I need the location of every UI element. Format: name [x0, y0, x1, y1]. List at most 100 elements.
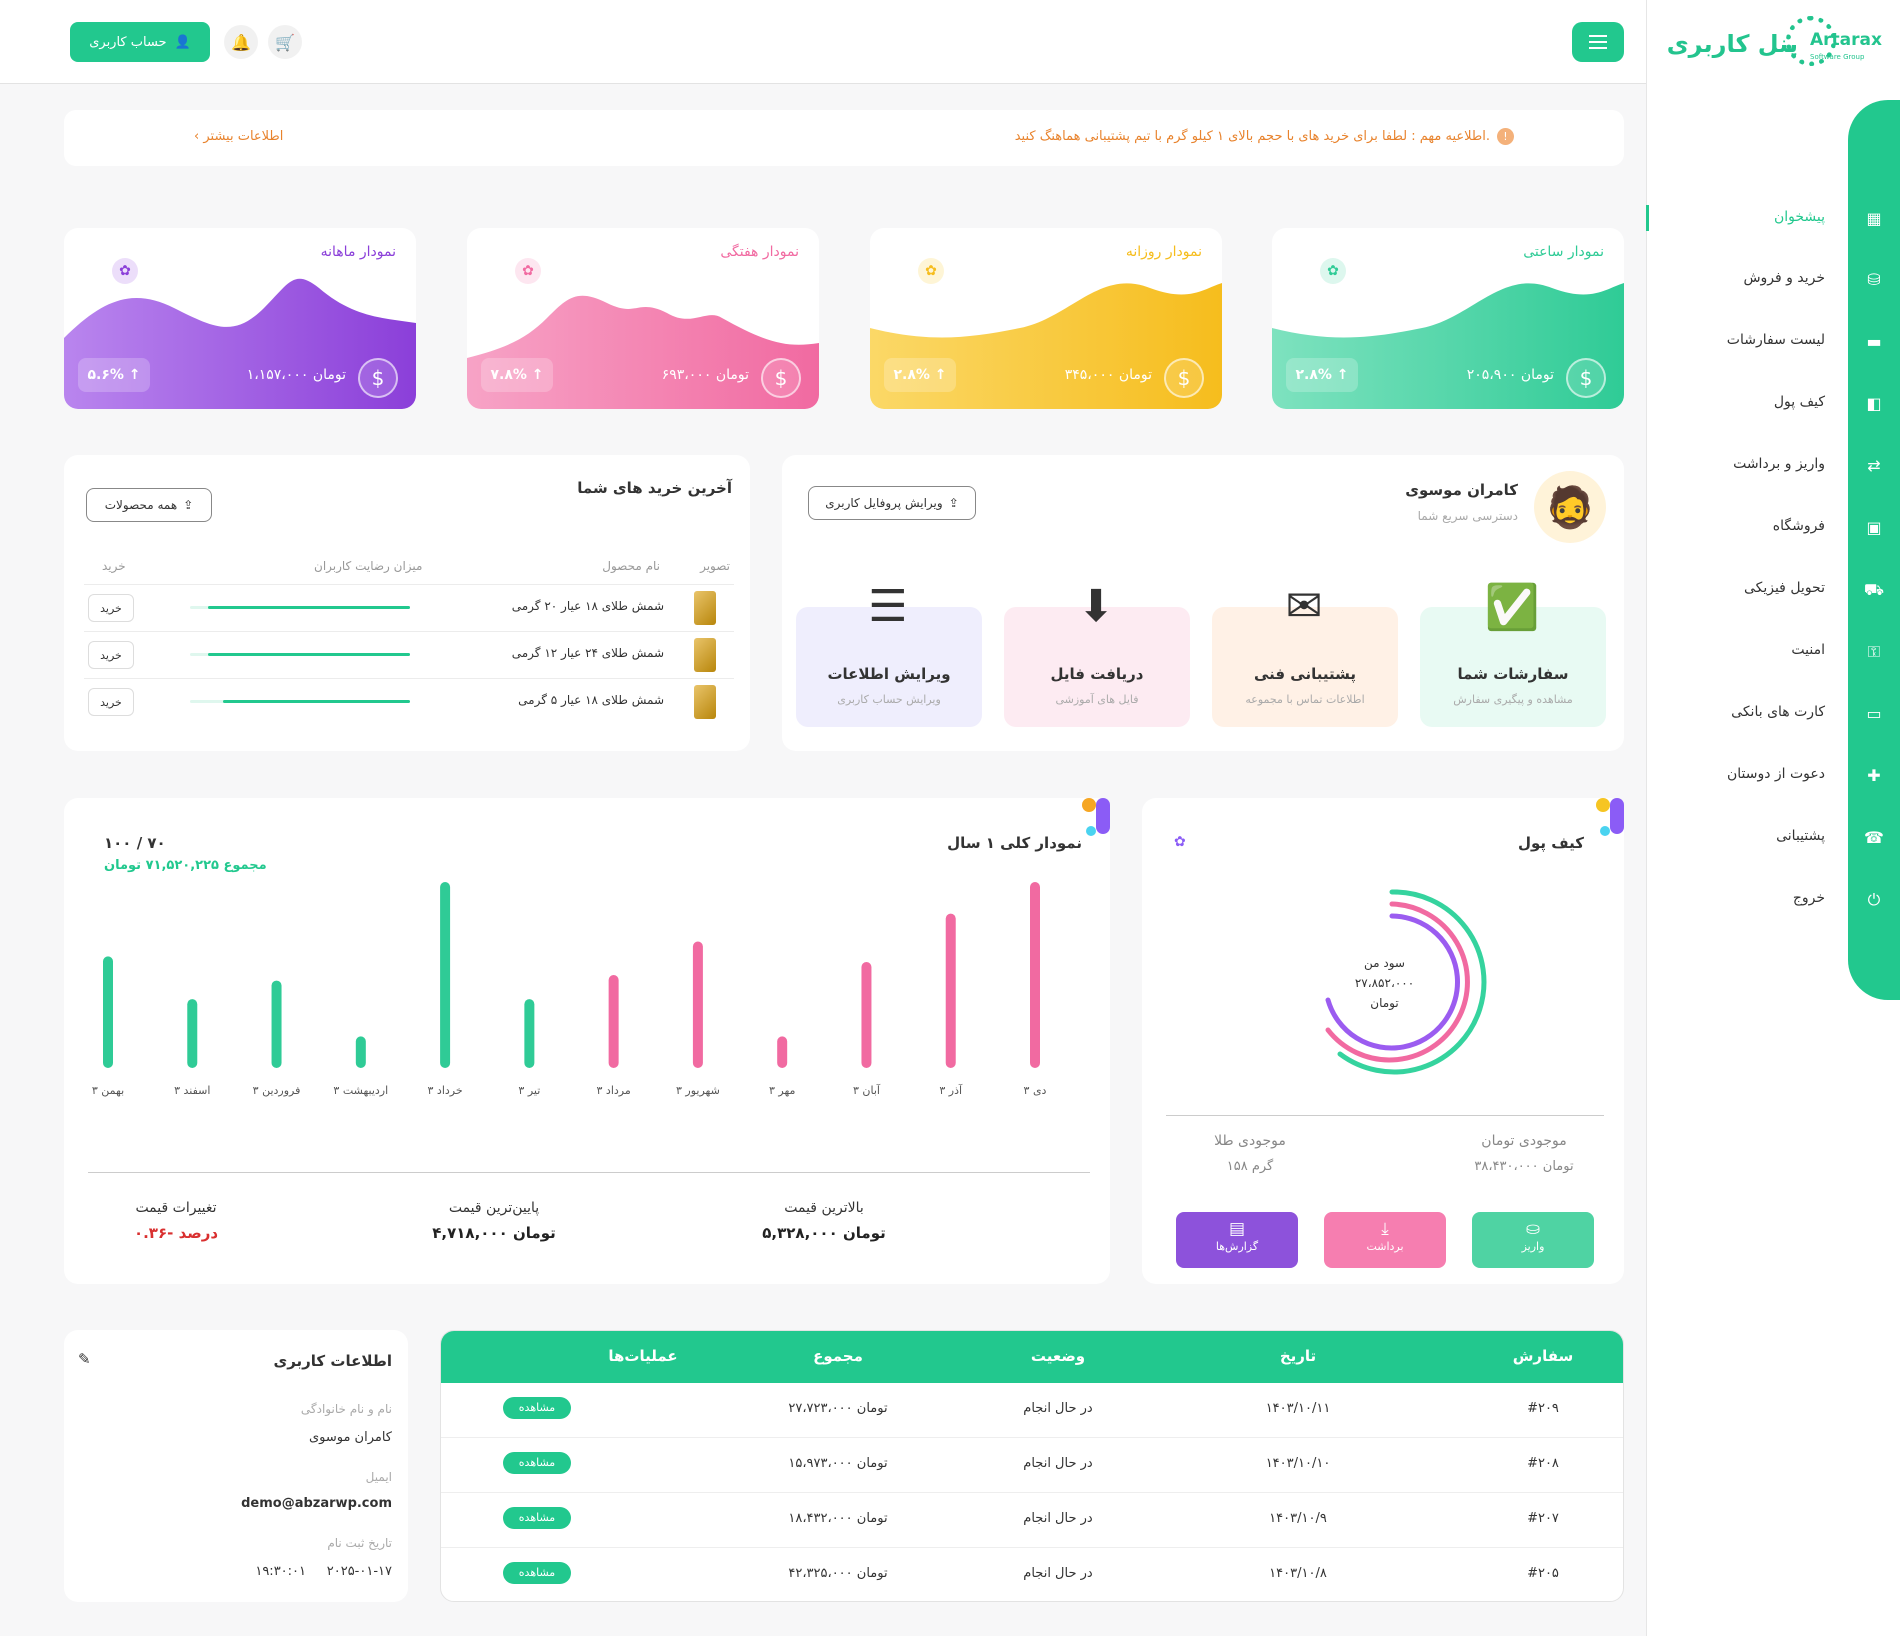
sidebar-item-11[interactable]: خروج ⏻ — [1650, 880, 1900, 920]
bar[interactable] — [524, 999, 535, 1068]
decor-dots — [1590, 798, 1624, 858]
x-tick-label: اردیبهشت ۳ — [333, 1084, 388, 1097]
bar[interactable] — [777, 1036, 788, 1068]
sidebar-item-label: کیف پول — [1773, 394, 1825, 410]
sidebar-item-2[interactable]: لیست سفارشات ▬ — [1650, 322, 1900, 362]
add-user-icon: ✚ — [1867, 766, 1881, 785]
sidebar-item-8[interactable]: کارت های بانکی ▭ — [1650, 694, 1900, 734]
gear-icon[interactable]: ✿ — [918, 258, 944, 284]
basket-icon: ⛁ — [1867, 270, 1881, 289]
rating-bar — [190, 700, 410, 703]
edit-icon[interactable]: ✎ — [78, 1350, 91, 1368]
more-info-link[interactable]: ‹ اطلاعات بیشتر — [194, 129, 284, 144]
user-icon: 👤 — [174, 34, 191, 50]
quick-tile-3[interactable]: ☰ ویرایش اطلاعات ویرایش حساب کاربری — [796, 581, 982, 727]
toman-balance-label: موجودی تومان — [1481, 1133, 1567, 1149]
table-row: #۲۰۹ ۱۴۰۳/۱۰/۱۱ در حال انجام ۲۷،۷۲۳،۰۰۰ توم… — [441, 1383, 1623, 1438]
menu-button[interactable] — [1572, 22, 1624, 62]
wave-area — [1272, 283, 1624, 409]
sidebar-item-label: پیشخوان — [1773, 209, 1825, 225]
x-tick-label: دی ۳ — [1024, 1084, 1047, 1097]
bell-icon[interactable]: 🔔 — [224, 25, 258, 59]
sidebar-item-9[interactable]: دعوت از دوستان ✚ — [1650, 756, 1900, 796]
bar[interactable] — [1030, 882, 1040, 1068]
email-value: demo@abzarwp.com — [241, 1496, 392, 1511]
gear-icon[interactable]: ✿ — [1320, 258, 1346, 284]
edit-profile-button[interactable]: ویرایش پروفایل کاربری ⇪ — [808, 486, 976, 520]
bar[interactable] — [103, 956, 113, 1068]
quick-tile-0[interactable]: ✅ سفارشات شما مشاهده و پیگیری سفارش — [1420, 582, 1606, 727]
user-info-card: اطلاعات کاربری ✎ نام و نام خانوادگی کامر… — [64, 1330, 408, 1602]
stat-percent-badge: ۵.۶% ↑ — [78, 358, 150, 392]
buy-button[interactable]: خرید — [88, 641, 134, 669]
sidebar-item-0[interactable]: پیشخوان ▦ — [1650, 199, 1900, 239]
tile-subtitle: فایل های آموزشی — [1055, 693, 1139, 706]
bar[interactable] — [945, 913, 956, 1068]
bar[interactable] — [861, 961, 872, 1068]
sidebar-item-6[interactable]: تحویل فیزیکی ⛟ — [1650, 570, 1900, 610]
quick-tile-1[interactable]: ✉ پشتیبانی فنی اطلاعات تماس با مجموعه — [1212, 581, 1398, 727]
quick-tile-2[interactable]: ⬇ دریافت فایل فایل های آموزشی — [1004, 581, 1190, 727]
all-products-button[interactable]: همه محصولات ⇪ — [86, 488, 212, 522]
upload-icon: ⇪ — [183, 498, 194, 512]
bar[interactable] — [608, 975, 619, 1068]
wallet-button-2[interactable]: ▤ گزارش‌ها — [1176, 1212, 1298, 1268]
sidebar-item-7[interactable]: امنیت ⚿ — [1650, 632, 1900, 672]
dashboard-icon: ▦ — [1866, 209, 1882, 228]
gold-balance-label: موجودی طلا — [1214, 1133, 1286, 1149]
orders-col-header: مجموع — [813, 1347, 863, 1365]
gear-icon[interactable]: ✿ — [112, 258, 138, 284]
gear-icon[interactable]: ✿ — [1174, 834, 1186, 850]
dollar-icon: $ — [358, 358, 398, 398]
sidebar-item-1[interactable]: خرید و فروش ⛁ — [1650, 260, 1900, 300]
reg-time-value: ۱۹:۳۰:۰۱ — [255, 1564, 306, 1579]
chart-title: نمودار کلی ۱ سال — [947, 834, 1082, 852]
sidebar-item-10[interactable]: پشتیبانی ☎ — [1650, 818, 1900, 858]
bar[interactable] — [440, 882, 451, 1068]
stat-card-2[interactable]: نمودار روزانه ✿ ۳۴۵،۰۰۰ تومان ۲.۸% ↑ $ — [870, 228, 1222, 409]
bar[interactable] — [187, 999, 198, 1068]
rating-fill — [207, 653, 410, 656]
profit-label: سود من — [1364, 956, 1405, 970]
sidebar-item-label: واریز و برداشت — [1733, 456, 1825, 472]
x-tick-label: مرداد ۳ — [597, 1084, 631, 1097]
buy-button[interactable]: خرید — [88, 594, 134, 622]
stat-card-1[interactable]: نمودار هفتگی ✿ ۶۹۳،۰۰۰ تومان ۷.۸% ↑ $ — [467, 228, 819, 409]
order-id: #۲۰۸ — [1527, 1456, 1559, 1471]
stat-value: ۳۴۵،۰۰۰ تومان — [1064, 367, 1152, 383]
stat-card-3[interactable]: نمودار ساعتی ✿ ۲۰۵،۹۰۰ تومان ۲.۸% ↑ $ — [1272, 228, 1624, 409]
yearly-chart-card: نمودار کلی ۱ سال ۱۰۰ / ۷۰ مجموع ۷۱,۵۲۰,۲… — [64, 798, 1110, 1284]
bar[interactable] — [271, 980, 282, 1068]
profit-value: ۲۷،۸۵۲،۰۰۰ — [1354, 976, 1415, 990]
sidebar-item-3[interactable]: کیف پول ◧ — [1650, 384, 1900, 424]
gold-bar-image — [694, 591, 716, 625]
view-button[interactable]: مشاهده — [503, 1452, 571, 1474]
sidebar-icon-rail — [1848, 100, 1900, 1000]
tile-title: سفارشات شما — [1457, 665, 1569, 683]
wallet-button-1[interactable]: ⤓ برداشت — [1324, 1212, 1446, 1268]
sidebar-item-4[interactable]: واریز و برداشت ⇄ — [1650, 446, 1900, 486]
dollar-icon: $ — [1164, 358, 1204, 398]
view-button[interactable]: مشاهده — [503, 1397, 571, 1419]
stat-card-0[interactable]: نمودار ماهانه ✿ ۱،۱۵۷،۰۰۰ تومان ۵.۶% ↑ $ — [64, 228, 416, 409]
view-button[interactable]: مشاهده — [503, 1507, 571, 1529]
buy-button[interactable]: خرید — [88, 688, 134, 716]
view-button[interactable]: مشاهده — [503, 1562, 571, 1584]
logo[interactable]: Artarax Software Group — [1786, 16, 1886, 72]
wave-area — [64, 278, 416, 409]
account-label: حساب کاربری — [89, 34, 167, 50]
gear-icon[interactable]: ✿ — [515, 258, 541, 284]
cart-icon[interactable]: 🛒 — [268, 25, 302, 59]
wave-area — [467, 295, 819, 409]
sidebar-item-5[interactable]: فروشگاه ▣ — [1650, 508, 1900, 548]
price-stat-label: بالاترین قیمت — [784, 1200, 864, 1216]
orders-col-header: وضعیت — [1030, 1347, 1086, 1365]
wallet-title: کیف پول — [1518, 834, 1584, 852]
wallet-button-0[interactable]: ⛀ واریز — [1472, 1212, 1594, 1268]
stat-title: نمودار ماهانه — [320, 244, 396, 260]
account-button[interactable]: حساب کاربری 👤 — [70, 22, 210, 62]
bar[interactable] — [355, 1036, 366, 1068]
support-icon: ☎ — [1864, 828, 1884, 847]
bar[interactable] — [692, 941, 703, 1068]
sidebar-item-label: فروشگاه — [1772, 518, 1825, 534]
